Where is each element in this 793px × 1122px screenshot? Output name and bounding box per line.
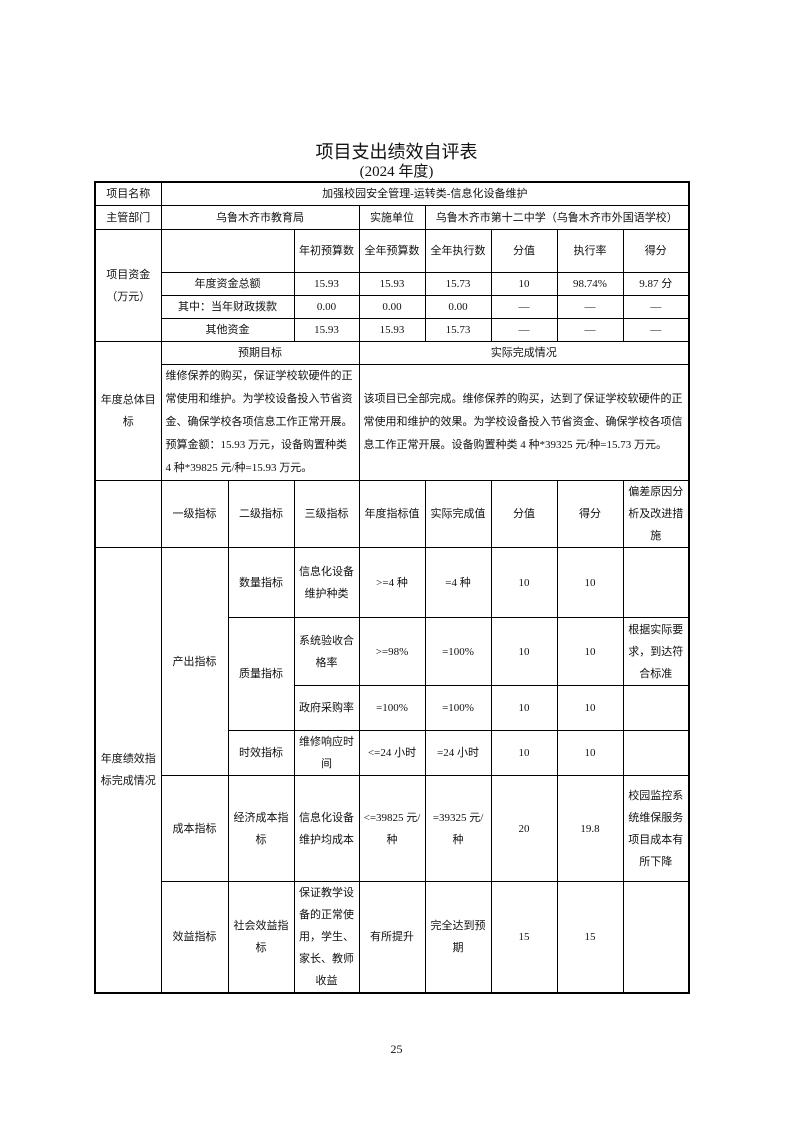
score: 10 [556, 547, 624, 618]
level2-quality: 质量指标 [227, 617, 295, 731]
actual-completion-text: 该项目已全部完成。维修保养的购买，达到了保证学校软硬件的正常使用和维护的效果。为… [358, 364, 690, 481]
score: 10 [556, 685, 624, 731]
target: 有所提升 [358, 881, 426, 994]
unit-value: 乌鲁木齐市第十二中学（乌鲁木齐市外国语学校） [424, 205, 690, 230]
note [622, 881, 690, 994]
score: 10 [556, 617, 624, 686]
page-subtitle: (2024 年度) [359, 164, 434, 180]
goals-label: 年度总体目标 [94, 341, 162, 481]
expected-goal-header: 预期目标 [160, 341, 360, 365]
score: 10 [556, 730, 624, 776]
unit-label: 实施单位 [358, 205, 426, 230]
funds-cell: — [556, 295, 624, 319]
funds-header: 年初预算数 [293, 229, 360, 273]
target: <=39825 元/种 [358, 775, 426, 882]
level2-social-benefit: 社会效益指标 [227, 881, 295, 994]
level1-benefit: 效益指标 [160, 881, 229, 994]
level3: 信息化设备维护均成本 [293, 775, 360, 882]
note: 校园监控系统维保服务项目成本有所下降 [622, 775, 690, 882]
indicator-header: 年度指标值 [358, 480, 426, 548]
score-value: 10 [490, 685, 558, 731]
funds-header: 全年预算数 [358, 229, 426, 273]
funds-row-name: 其中：当年财政拨款 [160, 295, 295, 319]
project-name-label: 项目名称 [94, 181, 162, 206]
target: >=98% [358, 617, 426, 686]
actual: =100% [424, 617, 492, 686]
funds-cell: 15.93 [293, 318, 360, 342]
funds-cell: — [622, 295, 690, 319]
performance-table: 项目名称 加强校园安全管理-运转类-信息化设备维护 主管部门 乌鲁木齐市教育局 … [94, 181, 691, 994]
funds-cell: 10 [490, 272, 558, 296]
level2-quantity: 数量指标 [227, 547, 295, 618]
level1-cost: 成本指标 [160, 775, 229, 882]
dept-value: 乌鲁木齐市教育局 [160, 205, 360, 230]
funds-label: 项目资金（万元） [94, 229, 162, 342]
actual: =4 种 [424, 547, 492, 618]
funds-cell: — [490, 295, 558, 319]
score-value: 20 [490, 775, 558, 882]
funds-cell: 0.00 [293, 295, 360, 319]
level3: 保证教学设备的正常使用，学生、家长、教师收益 [293, 881, 360, 994]
funds-header: 分值 [490, 229, 558, 273]
funds-cell: 0.00 [358, 295, 426, 319]
score-value: 10 [490, 730, 558, 776]
funds-cell: 0.00 [424, 295, 492, 319]
indicator-header: 分值 [490, 480, 558, 548]
actual: =100% [424, 685, 492, 731]
funds-row-name: 其他资金 [160, 318, 295, 342]
indicator-header-blank [94, 480, 162, 548]
page-title: 项目支出绩效自评表 [315, 142, 478, 162]
funds-cell: — [622, 318, 690, 342]
actual: =39325 元/种 [424, 775, 492, 882]
project-name-value: 加强校园安全管理-运转类-信息化设备维护 [160, 181, 690, 206]
score-value: 10 [490, 547, 558, 618]
indicator-header: 一级指标 [160, 480, 229, 548]
indicator-header: 得分 [556, 480, 624, 548]
note: 根据实际要求，到达符合标准 [622, 617, 690, 686]
indicator-header: 偏差原因分析及改进措施 [622, 480, 690, 548]
score: 15 [556, 881, 624, 994]
funds-cell: 15.93 [358, 318, 426, 342]
score-value: 10 [490, 617, 558, 686]
funds-cell: 98.74% [556, 272, 624, 296]
indicators-label: 年度绩效指标完成情况 [94, 547, 162, 994]
funds-cell: 15.73 [424, 272, 492, 296]
target: =100% [358, 685, 426, 731]
funds-cell: 15.93 [358, 272, 426, 296]
note [622, 547, 690, 618]
level2-economic-cost: 经济成本指标 [227, 775, 295, 882]
indicator-header: 二级指标 [227, 480, 295, 548]
target: >=4 种 [358, 547, 426, 618]
actual-completion-header: 实际完成情况 [358, 341, 690, 365]
funds-row-name: 年度资金总额 [160, 272, 295, 296]
note [622, 685, 690, 731]
note [622, 730, 690, 776]
funds-cell: 15.93 [293, 272, 360, 296]
level1-output: 产出指标 [160, 547, 229, 776]
level3: 政府采购率 [293, 685, 360, 731]
level3: 系统验收合格率 [293, 617, 360, 686]
score: 19.8 [556, 775, 624, 882]
indicator-header: 实际完成值 [424, 480, 492, 548]
indicator-header: 三级指标 [293, 480, 360, 548]
funds-cell: 9.87 分 [622, 272, 690, 296]
expected-goal-text: 维修保养的购买，保证学校软硬件的正常使用和维护。为学校设备投入节省资金、确保学校… [160, 364, 360, 481]
target: <=24 小时 [358, 730, 426, 776]
score-value: 15 [490, 881, 558, 994]
dept-label: 主管部门 [94, 205, 162, 230]
funds-cell: 15.73 [424, 318, 492, 342]
level3: 信息化设备维护种类 [293, 547, 360, 618]
level3: 维修响应时间 [293, 730, 360, 776]
level2-timeliness: 时效指标 [227, 730, 295, 776]
funds-cell: — [490, 318, 558, 342]
funds-header: 执行率 [556, 229, 624, 273]
funds-header: 全年执行数 [424, 229, 492, 273]
actual: 完全达到预期 [424, 881, 492, 994]
actual: =24 小时 [424, 730, 492, 776]
funds-cell: — [556, 318, 624, 342]
funds-header-blank [160, 229, 295, 273]
page-number: 25 [390, 1042, 403, 1056]
funds-header: 得分 [622, 229, 690, 273]
